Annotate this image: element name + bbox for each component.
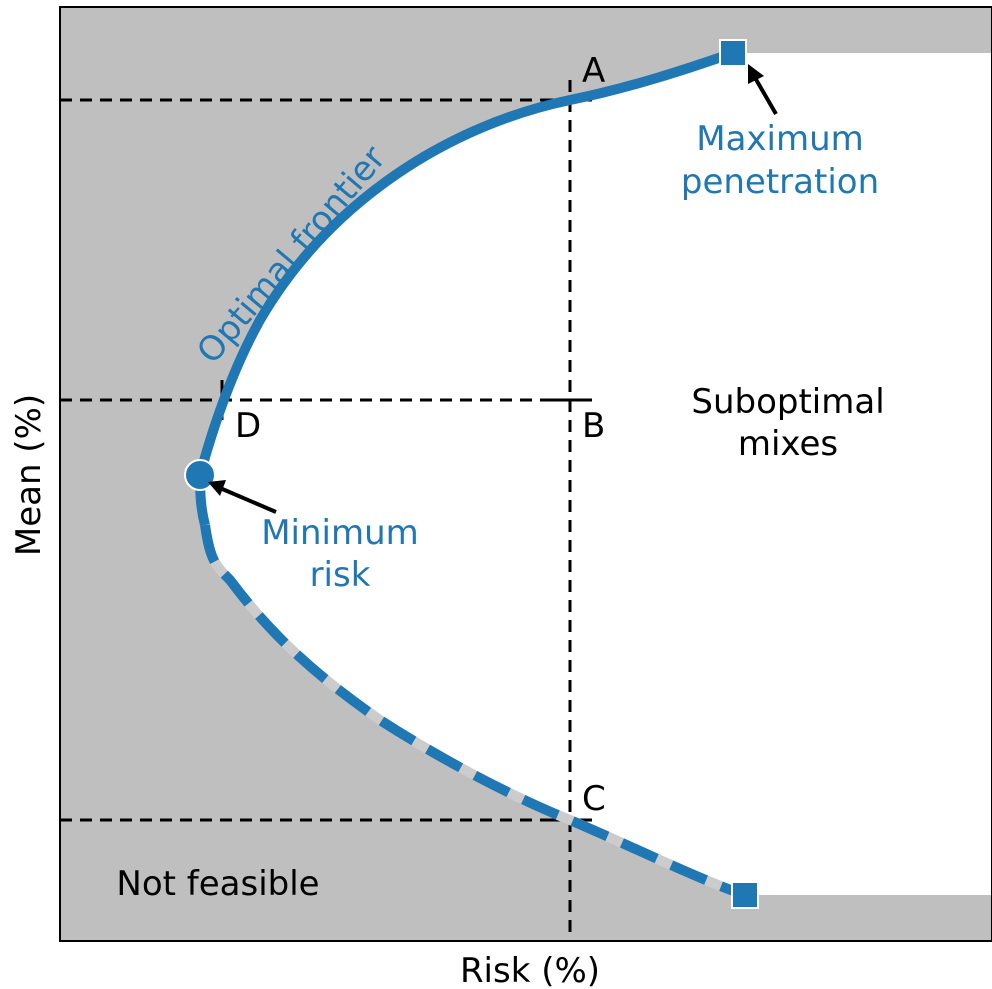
feasible-region: [200, 53, 992, 895]
arrows: [219, 74, 778, 514]
region-label: Suboptimal: [691, 382, 884, 422]
suboptimal-frontier: [200, 524, 747, 900]
plot-frame: [59, 6, 992, 942]
arrow: [752, 74, 778, 116]
y-axis-label: Mean (%): [9, 394, 49, 556]
arrowhead: [748, 64, 764, 84]
x-axis-label: Risk (%): [460, 951, 600, 989]
region-label: mixes: [738, 424, 838, 464]
reference-lines: [60, 80, 590, 941]
min-risk-marker: [184, 459, 216, 491]
annotation: risk: [310, 555, 371, 595]
arrowhead: [208, 480, 226, 496]
max-marker: [719, 39, 747, 67]
annotation: Maximum: [696, 119, 864, 159]
min-marker: [731, 881, 759, 909]
point-label: A: [582, 51, 605, 91]
point-label: C: [582, 779, 606, 819]
annotation: Minimum: [261, 513, 419, 553]
annotation: penetration: [681, 162, 879, 202]
point-label: B: [582, 406, 605, 446]
region-label: Not feasible: [116, 864, 319, 904]
arrow: [219, 486, 277, 514]
point-label: D: [235, 406, 261, 446]
